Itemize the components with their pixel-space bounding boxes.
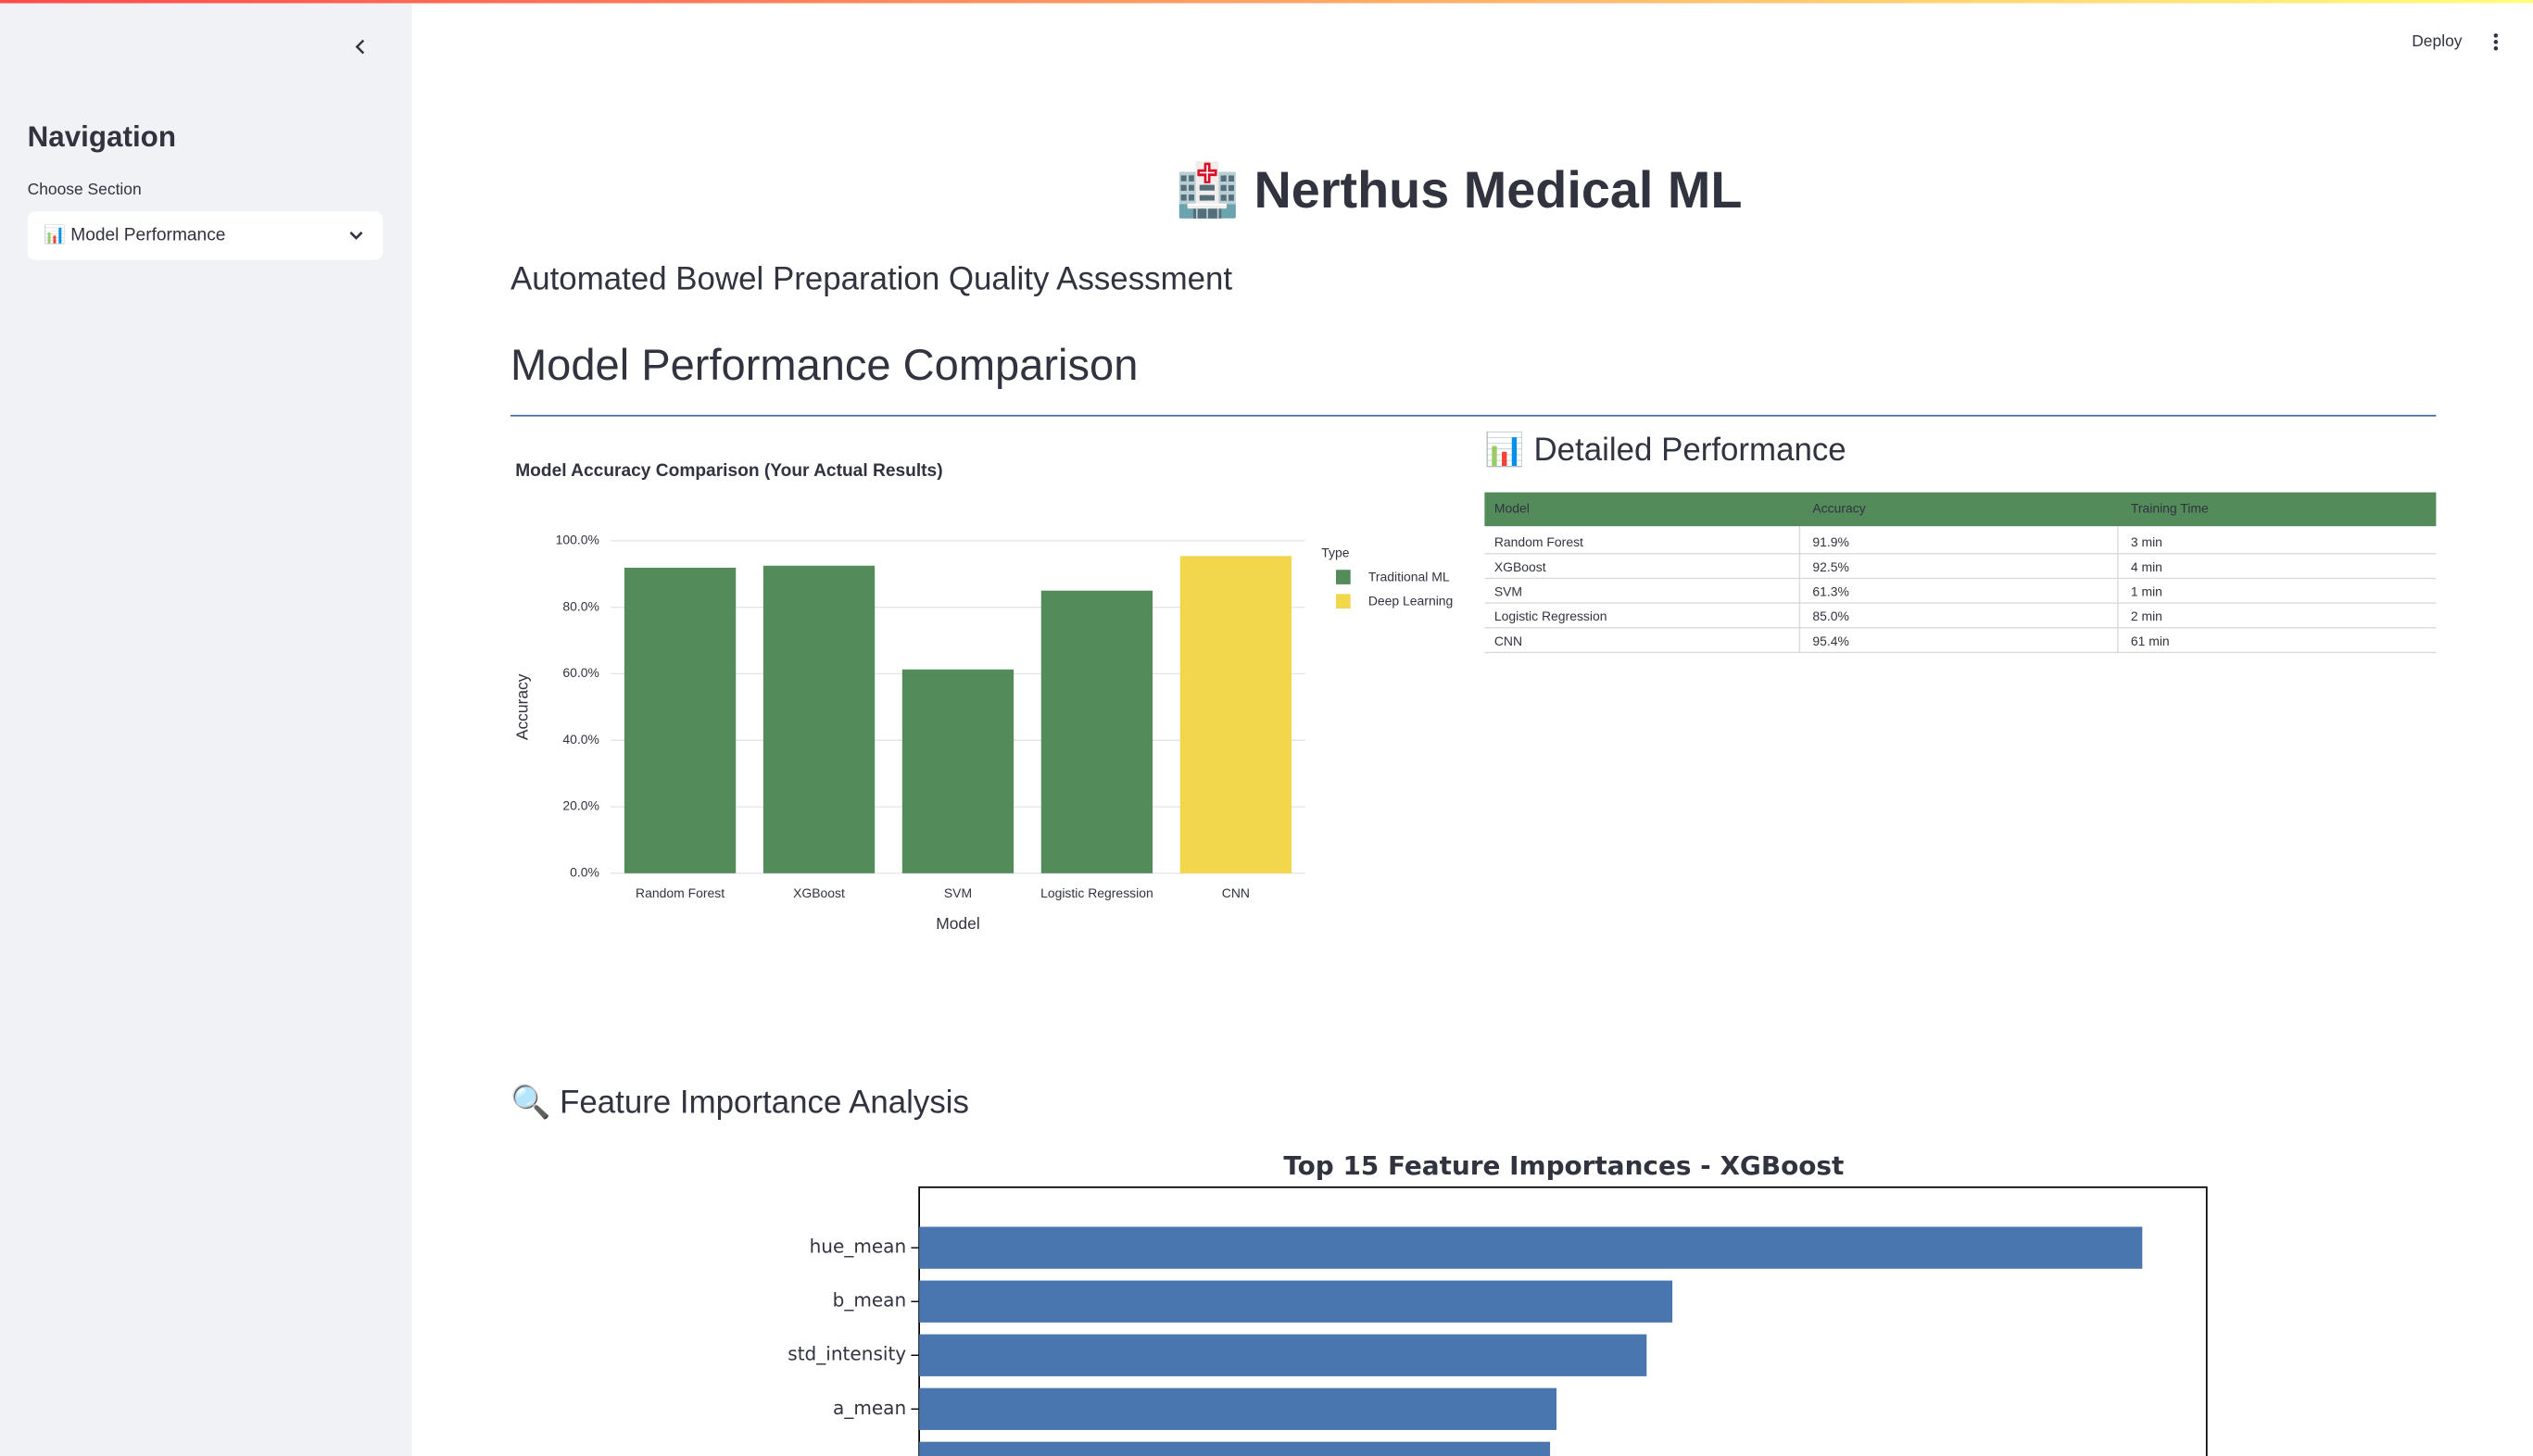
table-cell: 85.0% [1812,609,1849,623]
bar [919,1387,1557,1430]
bar [901,669,1014,873]
y-tick-label: 80.0% [562,598,599,613]
chart-title: Model Accuracy Comparison (Your Actual R… [515,461,942,481]
bar [919,1334,1647,1376]
y-tick-label: 60.0% [562,665,599,680]
y-tick-label: 20.0% [562,798,599,813]
table-cell: SVM [1494,584,1522,598]
select-label: Choose Section [28,180,142,198]
bar [1179,556,1292,873]
legend-label: Deep Learning [1368,594,1453,609]
x-axis-label: Model [936,914,979,933]
table-cell: 3 min [2131,534,2162,549]
table-cell: 95.4% [1812,634,1849,648]
table-cell: 4 min [2131,559,2162,574]
y-tick-label: a_mean [833,1397,906,1419]
bar [624,567,737,873]
legend-label: Traditional ML [1368,570,1450,584]
x-tick-label: CNN [1222,885,1250,900]
select-chevron [349,232,363,240]
select-value: 📊 Model Performance [44,224,225,245]
bar [762,565,876,873]
bar [919,1226,2143,1269]
y-tick-label: 100.0% [556,533,599,547]
table-cell: Logistic Regression [1494,609,1607,623]
y-tick-label: b_mean [833,1289,907,1312]
table-header-cell: Training Time [2131,501,2209,516]
x-tick-label: XGBoost [793,885,845,900]
deploy-button[interactable]: Deploy [2412,31,2463,50]
legend-title: Type [1321,545,1349,559]
legend-swatch [1335,570,1351,584]
feature-section-title: 🔍 Feature Importance Analysis [510,1081,969,1120]
collapse-sidebar[interactable] [355,39,365,55]
y-tick-label: hue_mean [810,1236,907,1258]
table-title: 📊 Detailed Performance [1484,431,1846,468]
section-title: Model Performance Comparison [510,340,1138,389]
menu-button[interactable] [2493,33,2499,51]
table-cell: 61 min [2131,634,2170,648]
y-tick-label: 40.0% [562,732,599,747]
x-tick-label: Logistic Regression [1040,885,1153,900]
feature-chart-title: Top 15 Feature Importances - XGBoost [1283,1150,1844,1181]
table-cell: CNN [1494,634,1522,648]
sidebar-title: Navigation [28,120,176,153]
page-title: 🏥 Nerthus Medical ML [1176,160,1743,220]
table-cell: 1 min [2131,584,2162,598]
table-cell: XGBoost [1494,559,1546,574]
y-axis-label: Accuracy [513,673,532,740]
x-tick-label: Random Forest [636,885,725,900]
table-header-cell: Model [1494,501,1530,516]
top-decoration [0,0,2533,4]
bar [919,1441,1551,1456]
x-tick-label: SVM [944,885,972,900]
y-tick-label: std_intensity [788,1343,906,1365]
table-cell: 61.3% [1812,584,1849,598]
table-header [1484,492,2437,527]
page-subtitle: Automated Bowel Preparation Quality Asse… [510,260,1232,296]
table-cell: 2 min [2131,609,2162,623]
table-header-cell: Accuracy [1812,501,1865,516]
bar [919,1280,1673,1323]
legend-swatch [1335,594,1351,609]
table-cell: Random Forest [1494,534,1583,549]
feature-plot-frame [918,1186,2208,1456]
y-tick-label: 0.0% [570,865,599,880]
bar [1040,590,1153,873]
table-cell: 91.9% [1812,534,1849,549]
table-cell: 92.5% [1812,559,1849,574]
section-select[interactable] [27,211,384,260]
